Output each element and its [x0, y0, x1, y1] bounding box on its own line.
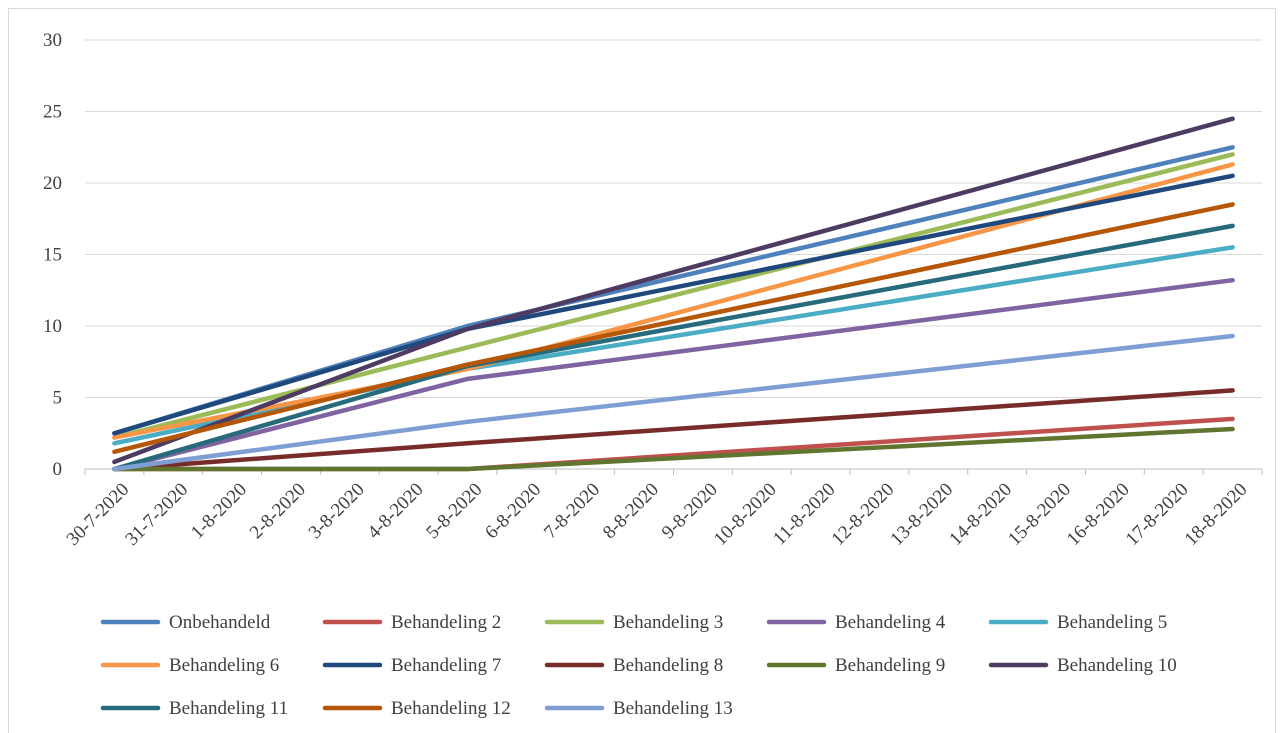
y-tick-label: 25 [43, 102, 62, 123]
series-line [112, 333, 1235, 472]
x-tick-label: 4-8-2020 [364, 479, 428, 543]
legend-label: Behandeling 5 [1057, 612, 1167, 633]
x-tick-label: 30-7-2020 [63, 479, 134, 550]
series-line [112, 152, 1235, 440]
legend-label: Behandeling 11 [169, 698, 288, 719]
legend-label: Behandeling 10 [1057, 655, 1177, 676]
gridlines [85, 39, 1262, 398]
x-axis-ticks: 30-7-202031-7-20201-8-20202-8-20203-8-20… [63, 479, 1252, 550]
x-tick-label: 6-8-2020 [481, 479, 545, 543]
x-tick-label: 7-8-2020 [540, 479, 604, 543]
y-tick-label: 10 [43, 316, 62, 337]
legend-label: Behandeling 3 [613, 612, 723, 633]
x-tick-label: 8-8-2020 [599, 479, 663, 543]
x-tick-label: 12-8-2020 [828, 479, 899, 550]
x-tick-label: 11-8-2020 [769, 479, 839, 549]
legend-item: Behandeling 7 [322, 655, 501, 676]
series-line [112, 145, 1235, 436]
x-tick-label: 1-8-2020 [187, 479, 251, 543]
x-tick-label: 15-8-2020 [1004, 479, 1075, 550]
series-line [112, 277, 1235, 472]
x-tick-label: 18-8-2020 [1181, 479, 1252, 550]
y-tick-label: 0 [53, 459, 63, 480]
x-tick-label: 10-8-2020 [710, 479, 781, 550]
x-tick-label: 16-8-2020 [1063, 479, 1134, 550]
legend-item: Behandeling 9 [766, 655, 945, 676]
legend-item: Behandeling 3 [544, 612, 723, 633]
y-axis-ticks: 0 5 10 15 20 25 30 [43, 30, 62, 480]
legend-label: Behandeling 9 [835, 655, 945, 676]
legend-item: Behandeling 6 [100, 655, 279, 676]
legend-item: Behandeling 8 [544, 655, 723, 676]
series-line [112, 223, 1235, 472]
x-tick-label: 5-8-2020 [422, 479, 486, 543]
legend-label: Behandeling 13 [613, 698, 733, 719]
legend-item: Behandeling 5 [988, 612, 1167, 633]
legend-label: Behandeling 12 [391, 698, 511, 719]
legend-item: Behandeling 12 [322, 698, 511, 719]
legend-label: Behandeling 6 [169, 655, 279, 676]
legend-item: Behandeling 11 [100, 698, 288, 719]
legend-label: Behandeling 8 [613, 655, 723, 676]
x-tick-label: 13-8-2020 [886, 479, 957, 550]
y-tick-label: 20 [43, 173, 62, 194]
x-tick-label: 2-8-2020 [246, 479, 310, 543]
legend-item: Behandeling 2 [322, 612, 501, 633]
series-line [112, 388, 1235, 472]
legend-label: Behandeling 4 [835, 612, 946, 633]
legend-item: Behandeling 10 [988, 655, 1177, 676]
series-line [112, 202, 1235, 455]
x-tick-label: 31-7-2020 [121, 479, 192, 550]
y-tick-label: 15 [43, 245, 62, 266]
series-line [112, 116, 1235, 465]
x-tick-label: 3-8-2020 [305, 479, 369, 543]
legend-item: Behandeling 13 [544, 698, 733, 719]
y-tick-label: 30 [43, 30, 62, 51]
legend-label: Onbehandeld [169, 612, 271, 633]
series-line [112, 426, 1235, 472]
legend: Onbehandeld Behandeling 2 Behandeling 3 Beh… [100, 612, 1177, 719]
legend-label: Behandeling 7 [391, 655, 501, 676]
x-tick-label: 14-8-2020 [945, 479, 1016, 550]
series-lines [112, 116, 1235, 472]
legend-item: Onbehandeld [100, 612, 271, 633]
legend-label: Behandeling 2 [391, 612, 501, 633]
legend-item: Behandeling 4 [766, 612, 946, 633]
x-tick-label: 17-8-2020 [1122, 479, 1193, 550]
y-tick-label: 5 [53, 388, 63, 409]
series-line [112, 162, 1235, 440]
chart-frame [8, 8, 1276, 733]
